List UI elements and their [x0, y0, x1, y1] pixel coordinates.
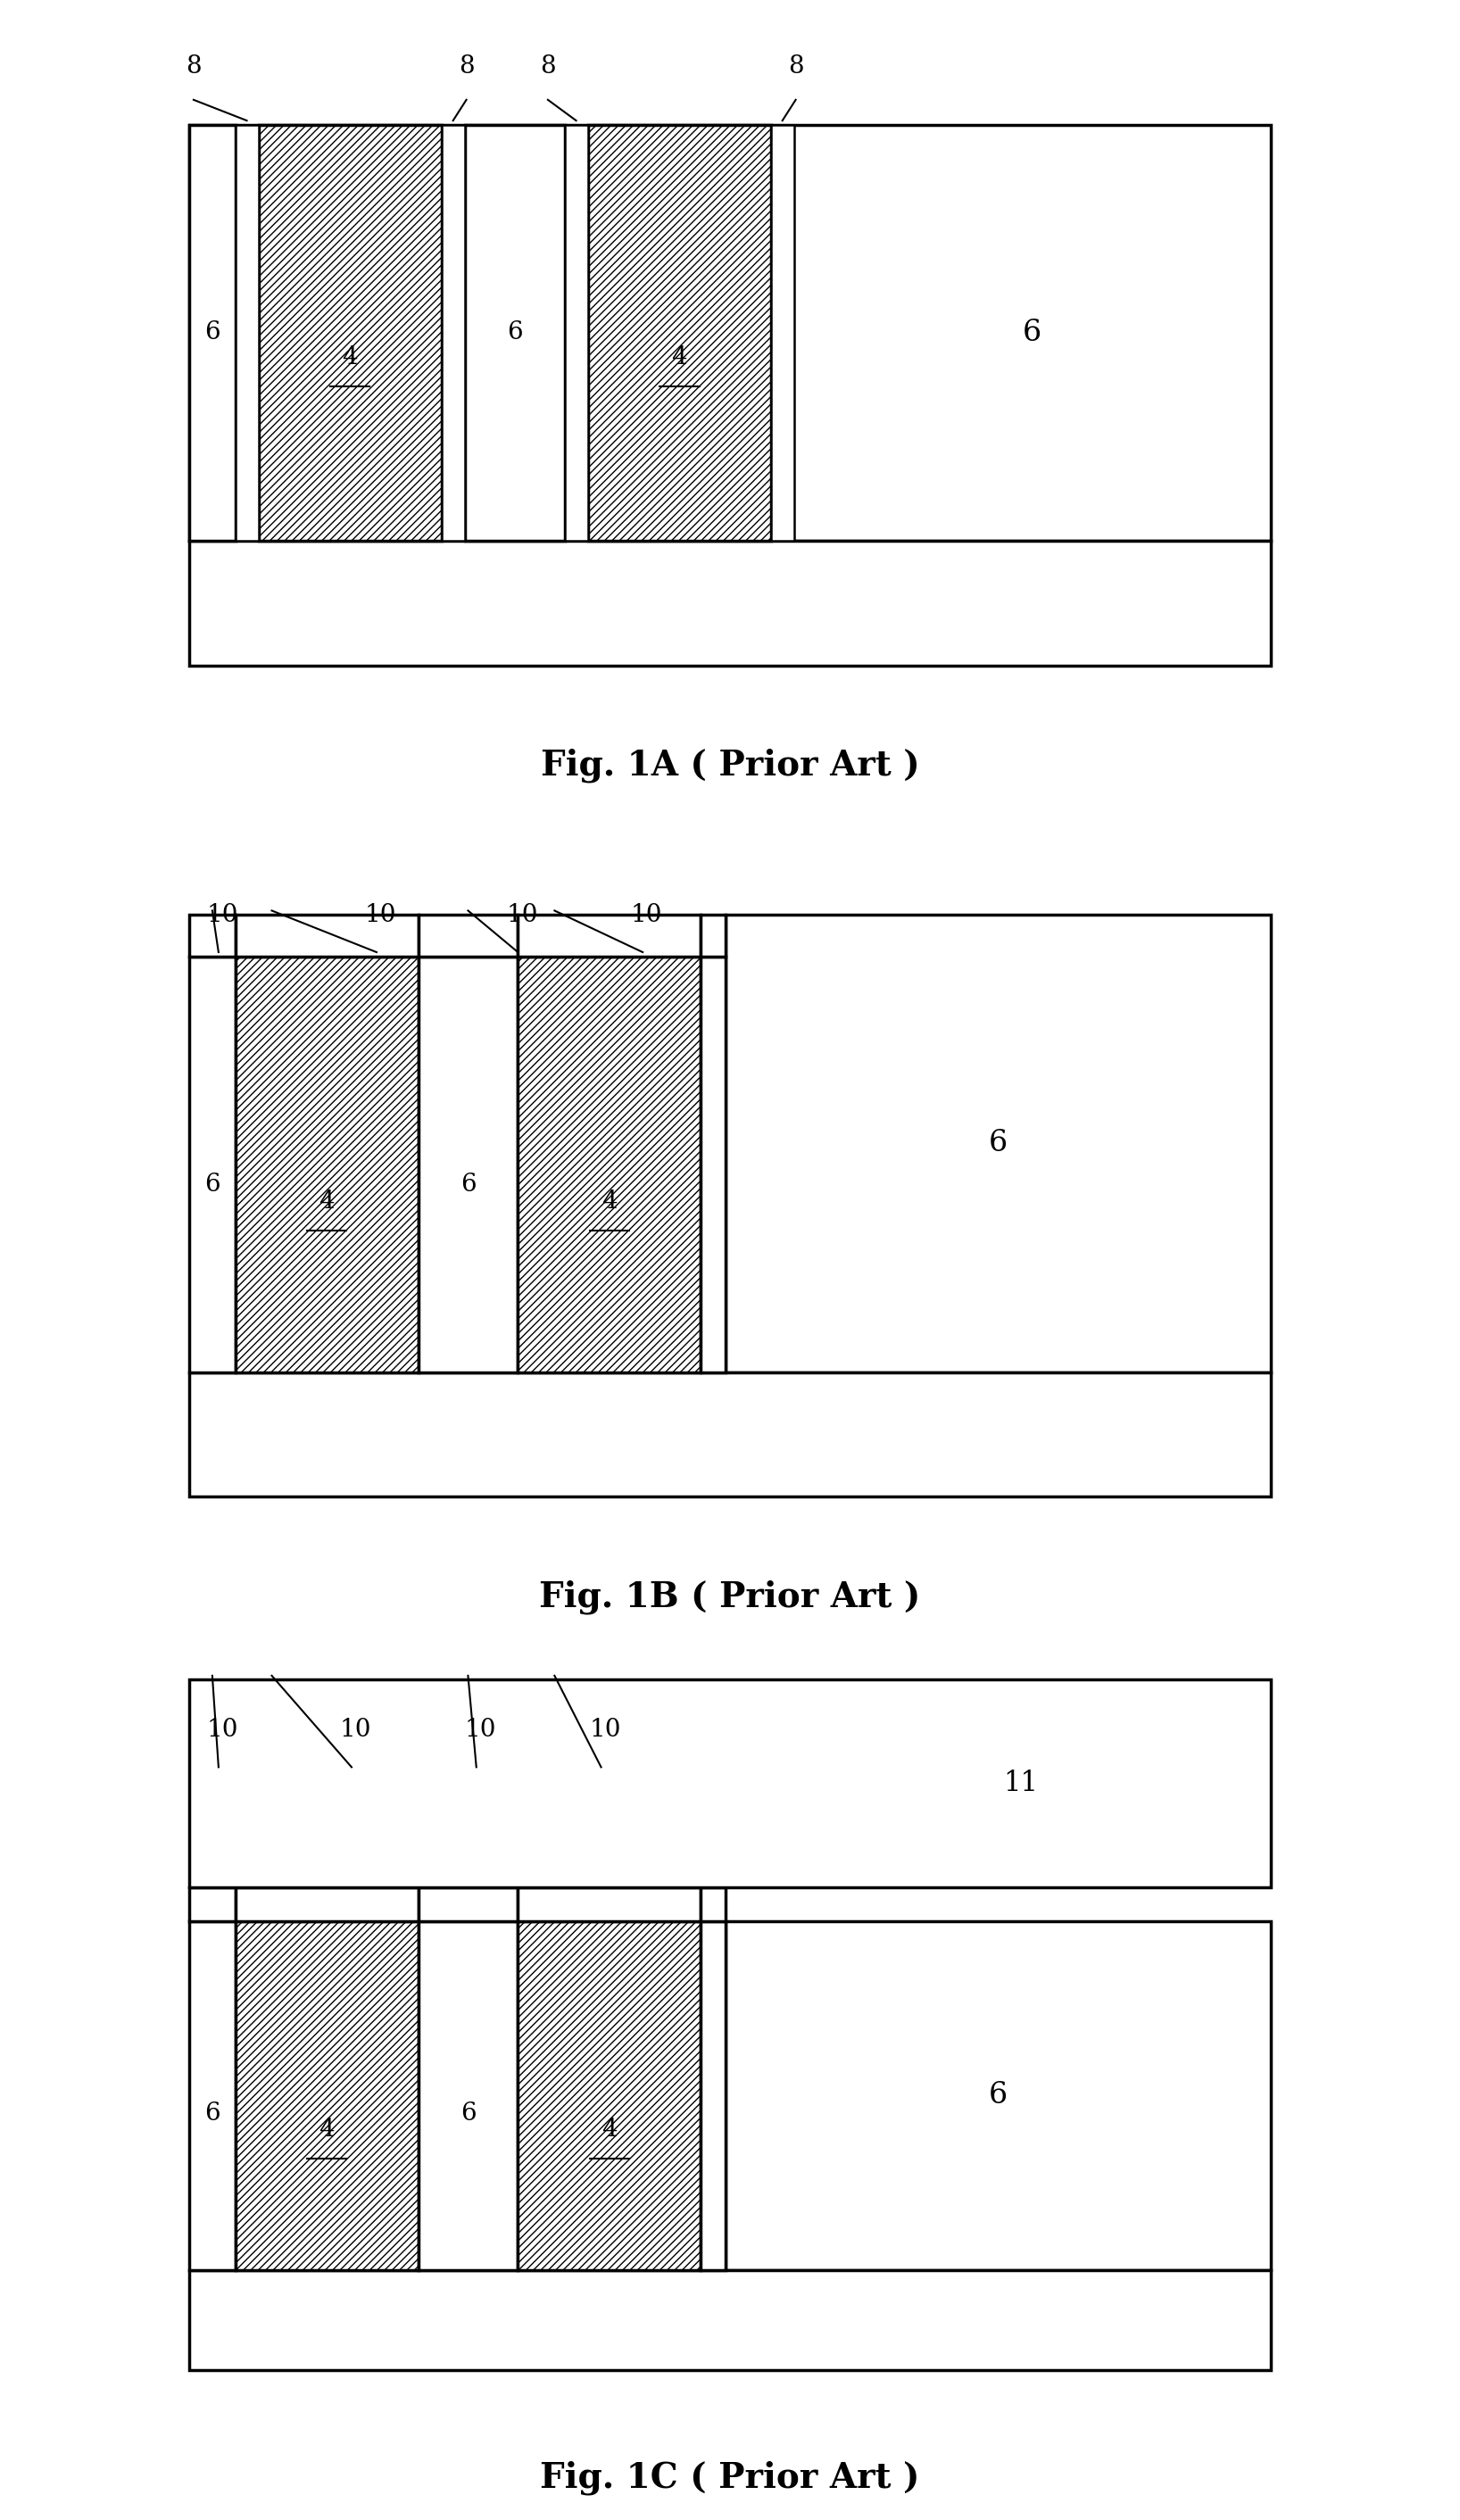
Bar: [418, 1920, 518, 2271]
Bar: [258, 123, 441, 542]
Bar: [190, 123, 1270, 542]
Text: 6: 6: [1023, 318, 1042, 348]
Bar: [565, 123, 588, 542]
Bar: [518, 955, 701, 1371]
Text: Fig. 1A ( Prior Art ): Fig. 1A ( Prior Art ): [540, 748, 920, 781]
Bar: [190, 2271, 1270, 2369]
Text: 10: 10: [207, 902, 238, 927]
Text: 10: 10: [207, 1719, 238, 1741]
Text: 4: 4: [318, 1189, 334, 1215]
Text: 8: 8: [458, 55, 474, 78]
Text: 10: 10: [464, 1719, 496, 1741]
Text: 10: 10: [590, 1719, 620, 1741]
Bar: [588, 123, 771, 542]
Bar: [726, 915, 1270, 1371]
Text: 10: 10: [340, 1719, 372, 1741]
Bar: [190, 1920, 235, 2271]
Bar: [701, 915, 726, 955]
Text: 4: 4: [672, 345, 688, 370]
Bar: [464, 123, 565, 542]
Text: 8: 8: [540, 55, 556, 78]
Bar: [418, 915, 518, 955]
Text: 6: 6: [460, 1172, 476, 1197]
Text: 8: 8: [185, 55, 201, 78]
Bar: [190, 915, 235, 955]
Bar: [418, 955, 518, 1371]
Text: 6: 6: [204, 1172, 220, 1197]
Text: 6: 6: [204, 2102, 220, 2124]
Bar: [235, 1887, 418, 1920]
Text: 6: 6: [460, 2102, 476, 2124]
Bar: [235, 955, 418, 1371]
Text: 6: 6: [988, 2082, 1007, 2109]
Text: Fig. 1C ( Prior Art ): Fig. 1C ( Prior Art ): [540, 2462, 920, 2495]
Bar: [235, 915, 418, 955]
Text: 6: 6: [507, 320, 523, 345]
Bar: [701, 1887, 726, 1920]
Text: 8: 8: [788, 55, 803, 78]
Bar: [701, 1920, 726, 2271]
Text: 10: 10: [365, 902, 397, 927]
Bar: [190, 1371, 1270, 1497]
Bar: [190, 542, 1270, 665]
Bar: [726, 1920, 1270, 2271]
Bar: [701, 955, 726, 1371]
Text: 4: 4: [602, 2117, 618, 2142]
Bar: [441, 123, 464, 542]
Bar: [518, 1887, 701, 1920]
Bar: [190, 955, 235, 1371]
Text: 4: 4: [318, 2117, 334, 2142]
Bar: [771, 123, 794, 542]
Bar: [235, 123, 258, 542]
Bar: [190, 1681, 1270, 1887]
Text: 4: 4: [602, 1189, 618, 1215]
Bar: [235, 1920, 418, 2271]
Text: 10: 10: [507, 902, 537, 927]
Text: 11: 11: [1003, 1769, 1038, 1797]
Text: 6: 6: [988, 1129, 1007, 1157]
Text: 10: 10: [631, 902, 663, 927]
Bar: [518, 915, 701, 955]
Text: 4: 4: [342, 345, 358, 370]
Text: 6: 6: [204, 320, 220, 345]
Text: Fig. 1B ( Prior Art ): Fig. 1B ( Prior Art ): [539, 1580, 921, 1613]
Bar: [190, 123, 235, 542]
Bar: [518, 1920, 701, 2271]
Bar: [418, 1887, 518, 1920]
Bar: [190, 1887, 235, 1920]
